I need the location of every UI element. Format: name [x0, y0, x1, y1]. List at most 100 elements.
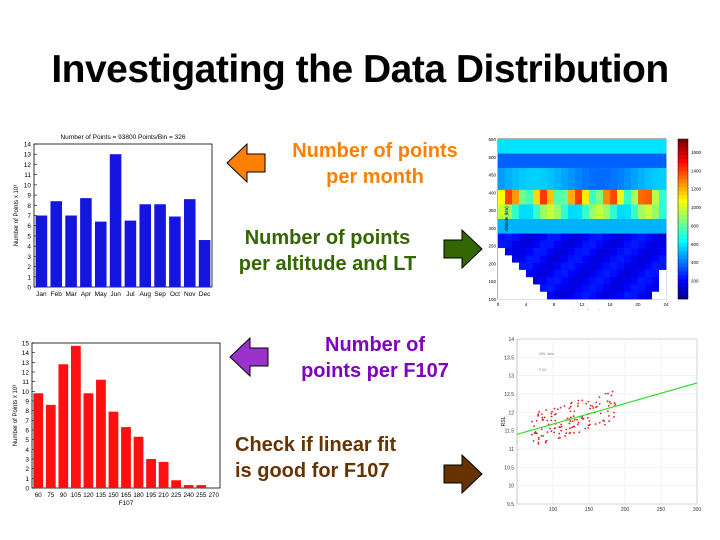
heatmap-cell [631, 219, 639, 227]
y-axis-label: Number of Points x 10³ [14, 185, 20, 246]
heatmap-cell [659, 262, 667, 271]
scatter-point [608, 401, 611, 403]
heatmap-cell [533, 160, 541, 169]
heatmap-cell [533, 255, 541, 263]
colorbar-frame [677, 138, 689, 300]
heatmap-cell [652, 219, 660, 227]
heatmap-cell [638, 226, 646, 234]
y-tick-label: 6 [27, 223, 31, 230]
heatmap-cell [547, 182, 555, 191]
heatmap-cell [603, 160, 611, 169]
colorbar-segment [678, 163, 688, 168]
heatmap-cell [603, 226, 611, 234]
scatter-point [610, 394, 613, 397]
y-tick-label: 11 [22, 379, 29, 386]
heatmap-cell [519, 182, 527, 191]
heatmap-cell [498, 233, 506, 242]
colorbar-segment [678, 175, 688, 180]
heatmap-cell [568, 182, 576, 191]
heatmap-cell [610, 248, 618, 256]
heatmap-cell [512, 182, 520, 191]
heatmap-cell [575, 168, 583, 176]
y-tick-label: 150 [488, 279, 496, 284]
heatmap-cell [638, 233, 646, 242]
scatter-point [589, 404, 592, 407]
heatmap-cell [589, 211, 597, 220]
heatmap-cell [659, 277, 667, 285]
y-tick-label: 4 [25, 447, 29, 454]
heatmap-cell [631, 204, 639, 213]
scatter-point [604, 392, 607, 395]
colorbar-segment [678, 247, 688, 252]
scatter-point [608, 420, 611, 422]
heatmap-cell [617, 153, 625, 162]
heatmap-cell [610, 204, 618, 213]
y-tick-label: 6 [25, 428, 29, 435]
heatmap-cell [596, 146, 604, 154]
heatmap-cell [561, 153, 569, 162]
slide-title: Investigating the Data Distribution [51, 48, 669, 91]
bar [83, 393, 94, 488]
heatmap-cell [554, 204, 562, 213]
heatmap-cell [610, 277, 618, 285]
heatmap-cell [645, 269, 653, 278]
bar [171, 480, 182, 488]
colorbar-segment [678, 271, 688, 276]
heatmap-cell [540, 233, 548, 242]
scatter-point [598, 402, 601, 405]
heatmap-cell [589, 269, 597, 278]
y-tick-label: 11.5 [505, 429, 515, 435]
heatmap-cell [512, 219, 520, 227]
heatmap-cell [568, 233, 576, 242]
x-tick-label: Oct [170, 291, 180, 298]
y-tick-label: 400 [488, 190, 496, 195]
heatmap-cell [575, 255, 583, 263]
heatmap-cell [589, 233, 597, 242]
heatmap-cell [547, 153, 555, 162]
heatmap-cell [533, 233, 541, 242]
bar [33, 393, 44, 488]
x-tick-label: 165 [121, 492, 132, 499]
heatmap-cell [554, 197, 562, 205]
y-tick-label: 0 [25, 486, 29, 493]
heatmap-cell [519, 269, 527, 278]
plot-frame [33, 143, 213, 288]
heatmap-cell [568, 226, 576, 234]
heatmap-cell [568, 284, 576, 293]
heatmap-cell [498, 146, 506, 154]
heatmap-cell [596, 197, 604, 205]
heatmap-cell [526, 277, 534, 285]
scatter-point [546, 431, 549, 434]
heatmap-cell [505, 226, 513, 234]
heatmap-cell [582, 139, 590, 147]
scatter-point [573, 431, 575, 434]
colorbar-tick-label: 1000 [691, 205, 702, 210]
heatmap-cell [526, 189, 534, 198]
heatmap-cell [624, 189, 632, 198]
heatmap-cell [638, 284, 646, 293]
heatmap-cell [540, 153, 548, 162]
heatmap-cell [568, 204, 576, 213]
heatmap-cell [498, 182, 506, 191]
x-tick-label: 195 [146, 492, 157, 499]
heatmap-cell [526, 284, 534, 293]
heatmap-cell [526, 240, 534, 249]
heatmap-cell [603, 189, 611, 198]
x-tick-label: 120 [83, 492, 94, 499]
heatmap-cell [547, 269, 555, 278]
x-tick-label: 0 [497, 302, 500, 307]
heatmap-cell [596, 189, 604, 198]
y-tick-label: 550 [488, 137, 496, 142]
heatmap-cell [589, 255, 597, 263]
scatter-point [531, 420, 534, 423]
heatmap-cell [554, 233, 562, 242]
heatmap-cell [498, 277, 506, 285]
heatmap-cell [519, 277, 527, 285]
scatter-point [540, 434, 543, 437]
heatmap-cell [575, 146, 583, 154]
heatmap-cell [582, 211, 590, 220]
scatter-point [569, 410, 572, 413]
heatmap-cell [505, 262, 513, 271]
colorbar-segment [678, 231, 688, 236]
scatter-point [607, 415, 610, 417]
